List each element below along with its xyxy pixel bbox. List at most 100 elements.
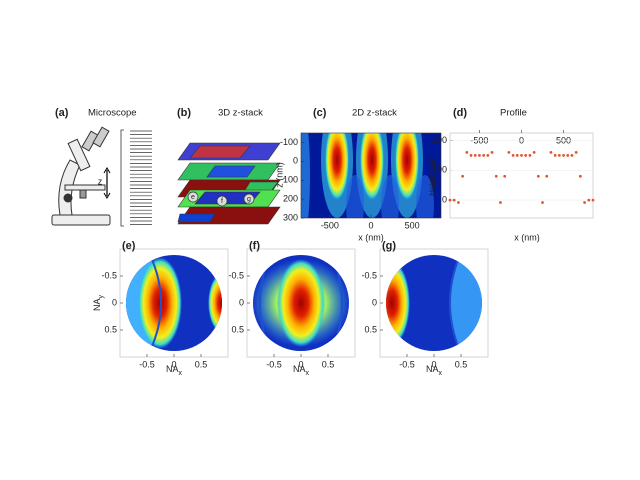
panel-label: (g) [382,240,396,252]
profile-point [549,150,553,154]
y-axis-label-sub: y [98,294,105,298]
panel-c: (c) 2D z-stack [300,107,442,219]
x-axis-label-sub: x [306,370,310,377]
y-axis-label-main: NA [92,298,102,311]
y-tick-label: -0.5 [361,270,377,280]
y-tick-label: 200 [283,193,298,203]
axes-box [449,132,594,219]
x-axis-label-main: NA [293,364,306,374]
panel-e [126,255,222,351]
x-axis-label-main: NA [166,364,179,374]
y-axis-label: Height (nm) [428,154,437,196]
panel-label: (d) [453,107,467,119]
profile-point [452,198,456,202]
y-tick-label: 0 [112,297,117,307]
profile-point [469,153,473,157]
profile-point [490,150,494,154]
y-tick-label: 0 [293,156,298,166]
profile-point [457,201,460,204]
x-tick-label: 0 [368,220,373,230]
y-tick-label: 300 [283,212,298,222]
profile-point [583,201,586,204]
x-axis-label-sub: x [179,370,183,377]
panel-b: (b) 3D z-stack e f g [177,107,281,225]
profile-point [562,153,565,157]
x-axis-label: NAx [426,364,443,376]
panel-label: (b) [177,107,191,119]
y-tick-label: -100 [280,137,298,147]
planes [177,142,281,225]
y-axis-label: NAy [92,294,104,311]
profile-point [511,153,515,157]
plane-marker [187,191,199,203]
y-tick-label: 0 [239,297,244,307]
profile-point [448,198,452,202]
panel-label: (c) [313,107,327,119]
x-tick-label: 0 [431,359,436,369]
heatmap [301,133,441,218]
panel-d: (d) Profile [449,107,594,219]
y-axis-label: z (nm) [274,162,284,188]
stack-bracket [120,129,124,227]
profile-point [520,153,523,157]
panel-title: Profile [500,108,527,119]
profile-point [528,153,532,157]
x-tick-label: 0.5 [195,359,208,369]
y-tick-label: 200 [432,135,447,145]
y-tick-label: 100 [432,165,447,175]
x-tick-label: -0.5 [399,359,415,369]
profile-point [524,153,528,157]
profile-point [473,153,477,157]
y-tick-label: 0.5 [231,324,244,334]
panel-g [386,255,482,351]
profile-point [494,174,498,178]
profile-point [503,174,507,178]
z-label: z [98,176,103,186]
panel-a: (a) Microscope z [51,107,152,227]
x-axis-label: NAx [293,364,310,376]
profile-point [461,174,465,178]
x-axis-label: x (nm) [358,232,384,242]
x-axis-label: NAx [166,364,183,376]
plane-marker-label: e [191,194,195,201]
panel-title: 2D z-stack [352,108,397,119]
profile-point [541,201,544,204]
profile-point [478,153,481,157]
profile-point [482,153,486,157]
profile-point [557,153,561,157]
profile-point [574,150,578,154]
panel-label: (f) [249,240,260,252]
profile-point [532,150,536,154]
profile-point [566,153,570,157]
x-tick-label: -500 [321,220,339,230]
panel-title: 3D z-stack [218,108,263,119]
y-tick-label: 0.5 [104,324,117,334]
x-axis-label: x (nm) [514,232,540,242]
profile-point [536,174,540,178]
hot-spot [360,133,384,200]
panel-label: (e) [122,240,136,252]
profile-point [507,150,511,154]
side-lobe [416,175,434,218]
x-tick-label: 0.5 [455,359,468,369]
x-axis-label-sub: x [439,370,443,377]
microscope-drawing [51,126,111,226]
profile-point [499,201,502,204]
profile-point [578,174,582,178]
profile-point [465,150,469,154]
profile-point [486,153,490,157]
x-tick-label: -0.5 [266,359,282,369]
x-tick-label: 0.5 [322,359,335,369]
y-tick-label: 0 [442,194,447,204]
profile-point [515,153,519,157]
hot-spot [325,133,349,200]
y-tick-label: 100 [283,175,298,185]
plane-marker-label: f [221,198,223,205]
plane-marker [243,193,255,205]
stack-lines [130,130,152,225]
profile-point [587,198,591,202]
panel-label: (a) [55,107,69,119]
hot-spot [395,133,419,200]
panel-f [253,255,349,351]
